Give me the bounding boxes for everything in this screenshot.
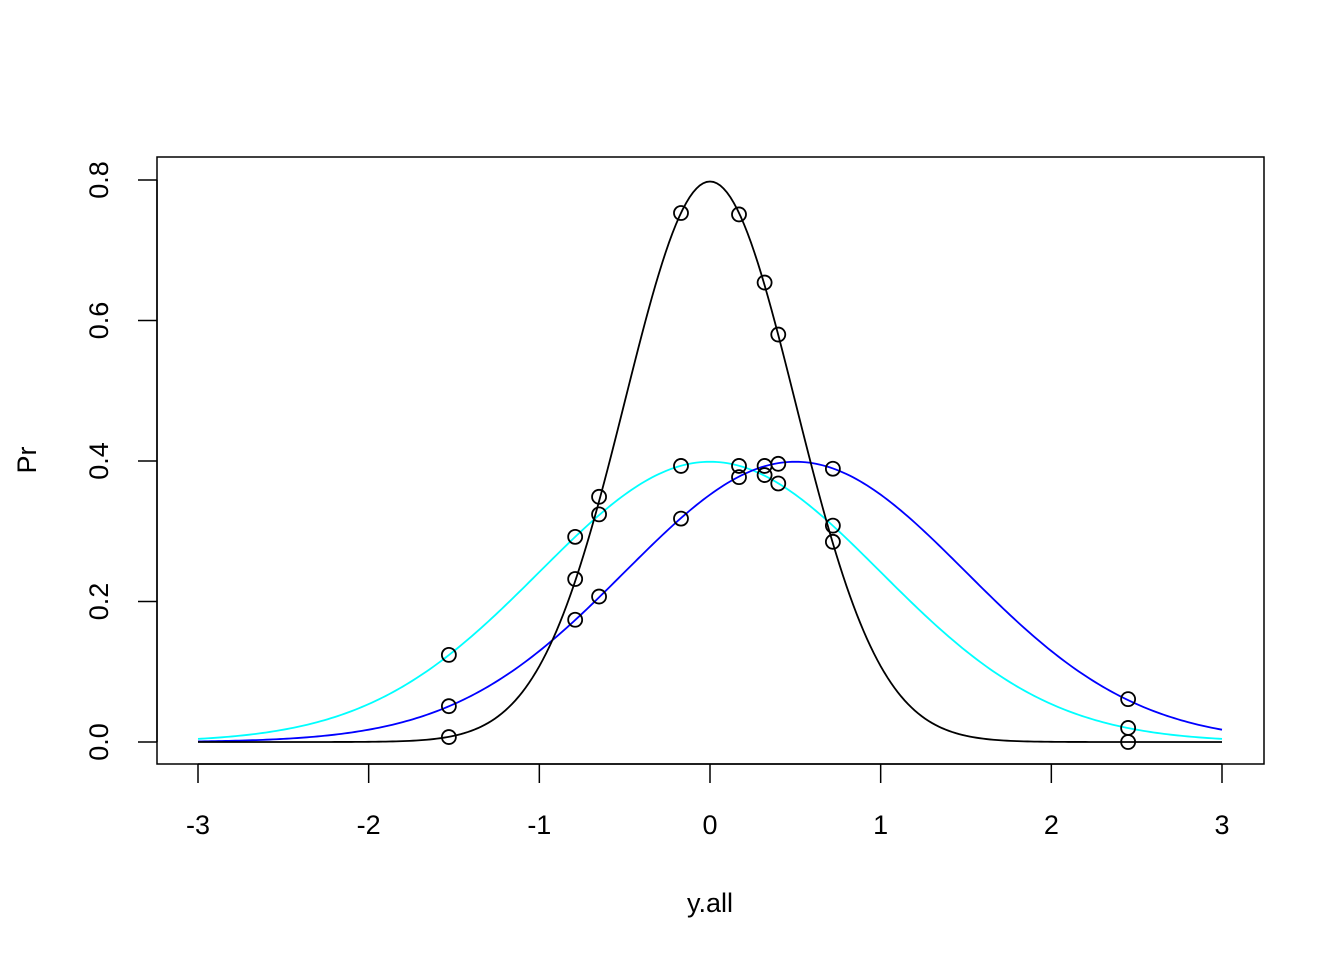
y-tick-label: 0.0: [84, 723, 114, 761]
data-point: [731, 206, 747, 223]
data-point: [770, 326, 787, 343]
y-tick-label: 0.8: [84, 161, 114, 199]
data-point: [673, 458, 689, 474]
x-tick-label: 0: [702, 810, 717, 840]
data-point: [1120, 691, 1137, 708]
x-tick-label: 3: [1214, 810, 1229, 840]
data-point: [591, 488, 607, 505]
x-tick-label: 1: [873, 810, 888, 840]
data-point: [673, 205, 689, 221]
series-line-2: [197, 460, 1223, 743]
data-point: [824, 533, 841, 550]
data-point: [440, 646, 457, 663]
data-point: [824, 517, 841, 534]
y-tick-label: 0.2: [84, 583, 114, 621]
y-axis-label: Pr: [12, 446, 42, 473]
series-line-0: [198, 180, 1222, 743]
y-tick-label: 0.4: [84, 442, 114, 480]
data-point: [770, 475, 787, 492]
x-tick-label: -3: [186, 810, 210, 840]
data-point: [756, 467, 773, 483]
x-axis: -3 -2 -1 0 1 2 3: [186, 763, 1230, 840]
data-point: [673, 510, 689, 527]
x-tick-label: -1: [527, 810, 551, 840]
data-point: [591, 588, 607, 605]
data-point: [731, 469, 747, 486]
data-point: [1120, 734, 1137, 750]
data-point: [591, 506, 607, 523]
series-curves: [197, 180, 1223, 743]
x-axis-label: y.all: [687, 888, 733, 918]
data-point: [756, 274, 773, 291]
data-point: [567, 528, 584, 545]
series-line-1: [197, 460, 1223, 740]
x-tick-label: -2: [357, 810, 381, 840]
data-point: [440, 698, 457, 715]
data-point: [731, 458, 747, 474]
y-axis: 0.0 0.2 0.4 0.6 0.8: [84, 161, 158, 761]
data-point: [770, 455, 787, 472]
data-point: [440, 729, 457, 745]
data-point: [567, 611, 584, 628]
y-tick-label: 0.6: [84, 302, 114, 340]
data-points: [440, 205, 1137, 750]
x-tick-label: 2: [1044, 810, 1059, 840]
data-point: [824, 460, 841, 477]
data-point: [567, 571, 584, 587]
